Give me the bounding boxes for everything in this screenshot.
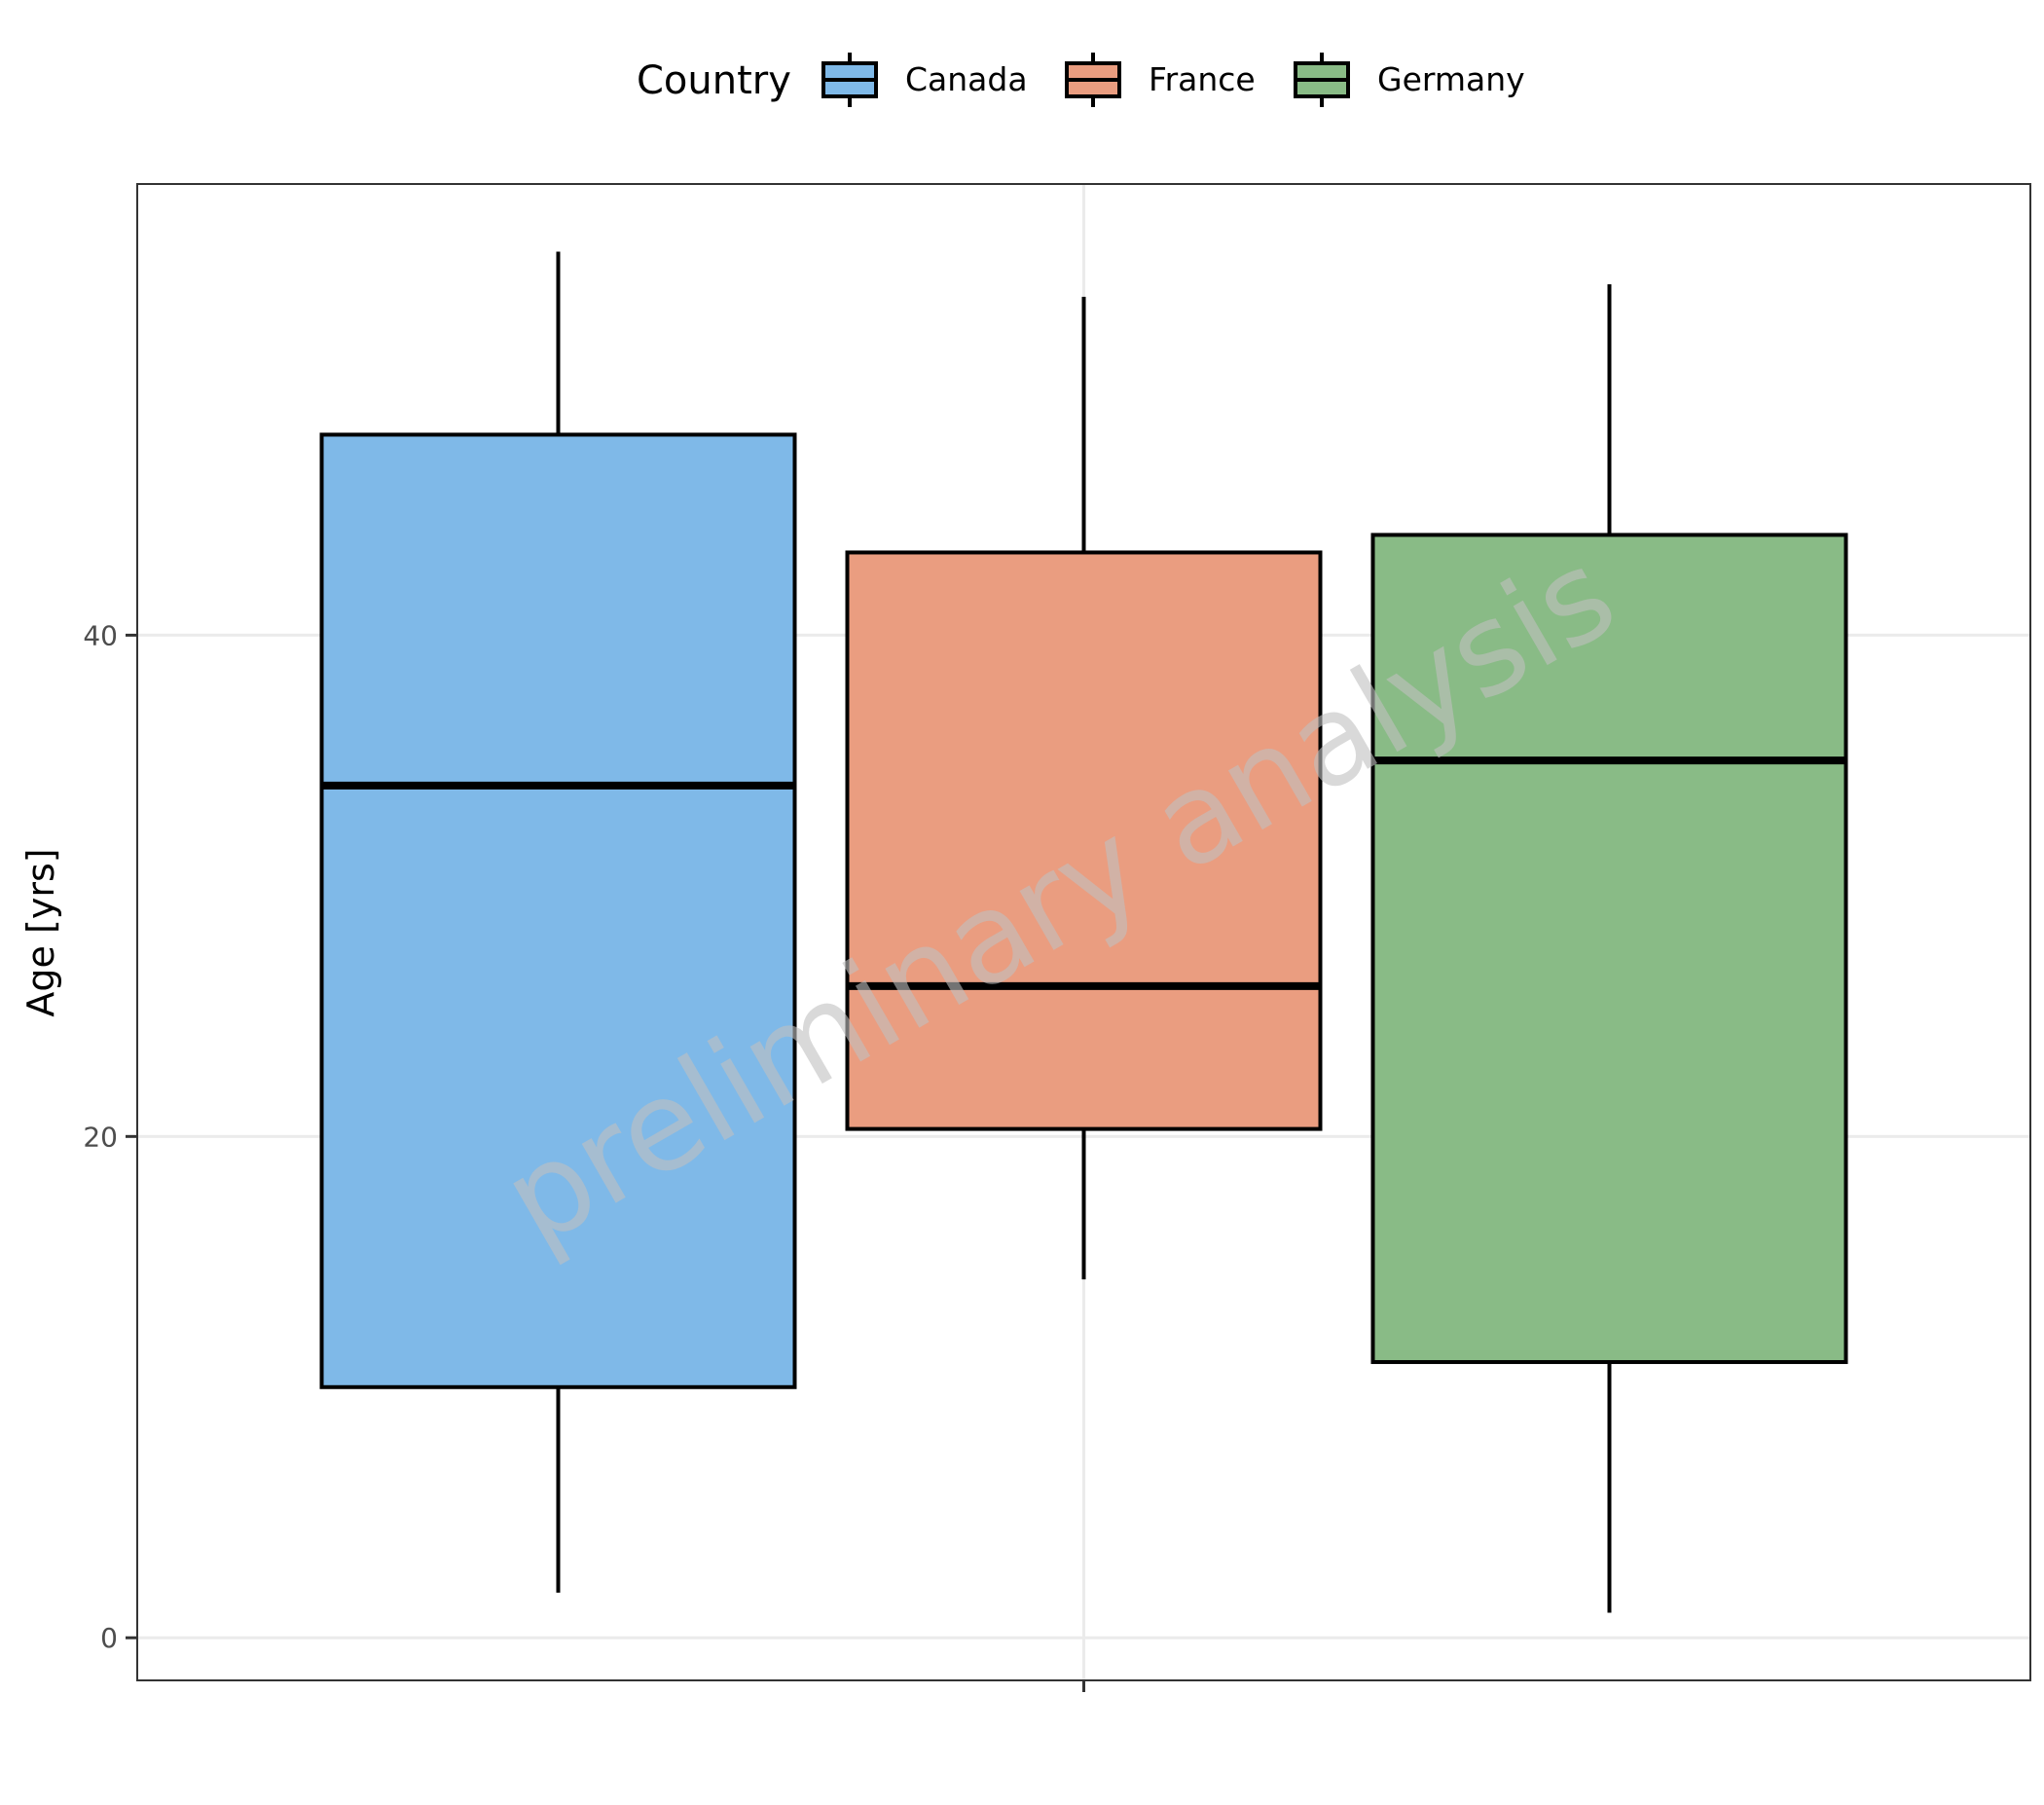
legend-item-canada: Canada xyxy=(821,53,1028,107)
box-canada xyxy=(319,251,797,1593)
y-axis-title: Age [yrs] xyxy=(19,848,62,1016)
y-tick-label: 20 xyxy=(83,1121,118,1153)
y-axis: 0 20 40 xyxy=(83,619,137,1654)
box-iqr xyxy=(1370,533,1848,1365)
legend-item-france: France xyxy=(1065,53,1256,107)
legend-label: Germany xyxy=(1377,60,1525,98)
legend-label: France xyxy=(1149,60,1256,98)
box-france xyxy=(845,296,1323,1280)
y-tick-label: 40 xyxy=(83,619,118,651)
legend-item-germany: Germany xyxy=(1294,53,1525,107)
legend-title: Country xyxy=(637,58,791,103)
box-iqr xyxy=(845,550,1323,1131)
boxes xyxy=(319,251,1848,1613)
box-iqr xyxy=(319,432,797,1389)
legend: Country Canada France Germany xyxy=(637,53,1525,107)
y-tick-label: 0 xyxy=(100,1622,118,1654)
plot-panel xyxy=(136,183,2031,1681)
legend-label: Canada xyxy=(905,60,1028,98)
box-germany xyxy=(1370,283,1848,1613)
